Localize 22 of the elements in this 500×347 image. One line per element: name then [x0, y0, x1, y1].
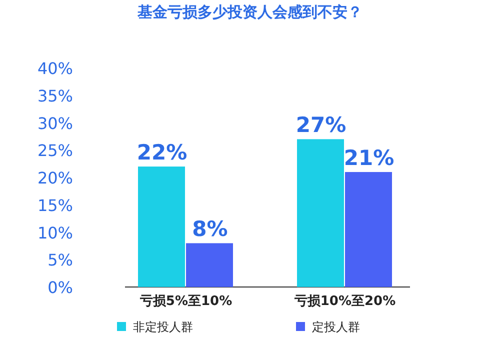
y-tick-label: 10% — [37, 223, 73, 242]
data-label: 8% — [192, 217, 228, 242]
y-tick-label: 20% — [37, 168, 73, 188]
y-tick-label: 15% — [37, 196, 73, 215]
data-label: 21% — [344, 146, 394, 170]
legend-label: 定投人群 — [312, 320, 360, 334]
y-tick-label: 35% — [37, 86, 73, 106]
y-tick-label: 30% — [37, 114, 73, 133]
y-tick-label: 0% — [48, 278, 73, 297]
bar — [138, 166, 185, 287]
data-label: 27% — [296, 113, 346, 138]
data-label: 22% — [136, 140, 188, 165]
bar — [297, 139, 344, 287]
bar — [345, 172, 392, 287]
y-tick-label: 5% — [48, 250, 73, 270]
chart-title: 基金亏损多少投资人会感到不安？ — [136, 3, 362, 21]
y-tick-label: 25% — [37, 141, 73, 160]
legend-label: 非定投人群 — [133, 320, 193, 334]
x-tick-label: 亏损10%至20% — [293, 294, 396, 309]
y-tick-label: 40% — [37, 59, 73, 78]
bar — [186, 243, 233, 287]
x-tick-label: 亏损5%至10% — [138, 294, 232, 309]
